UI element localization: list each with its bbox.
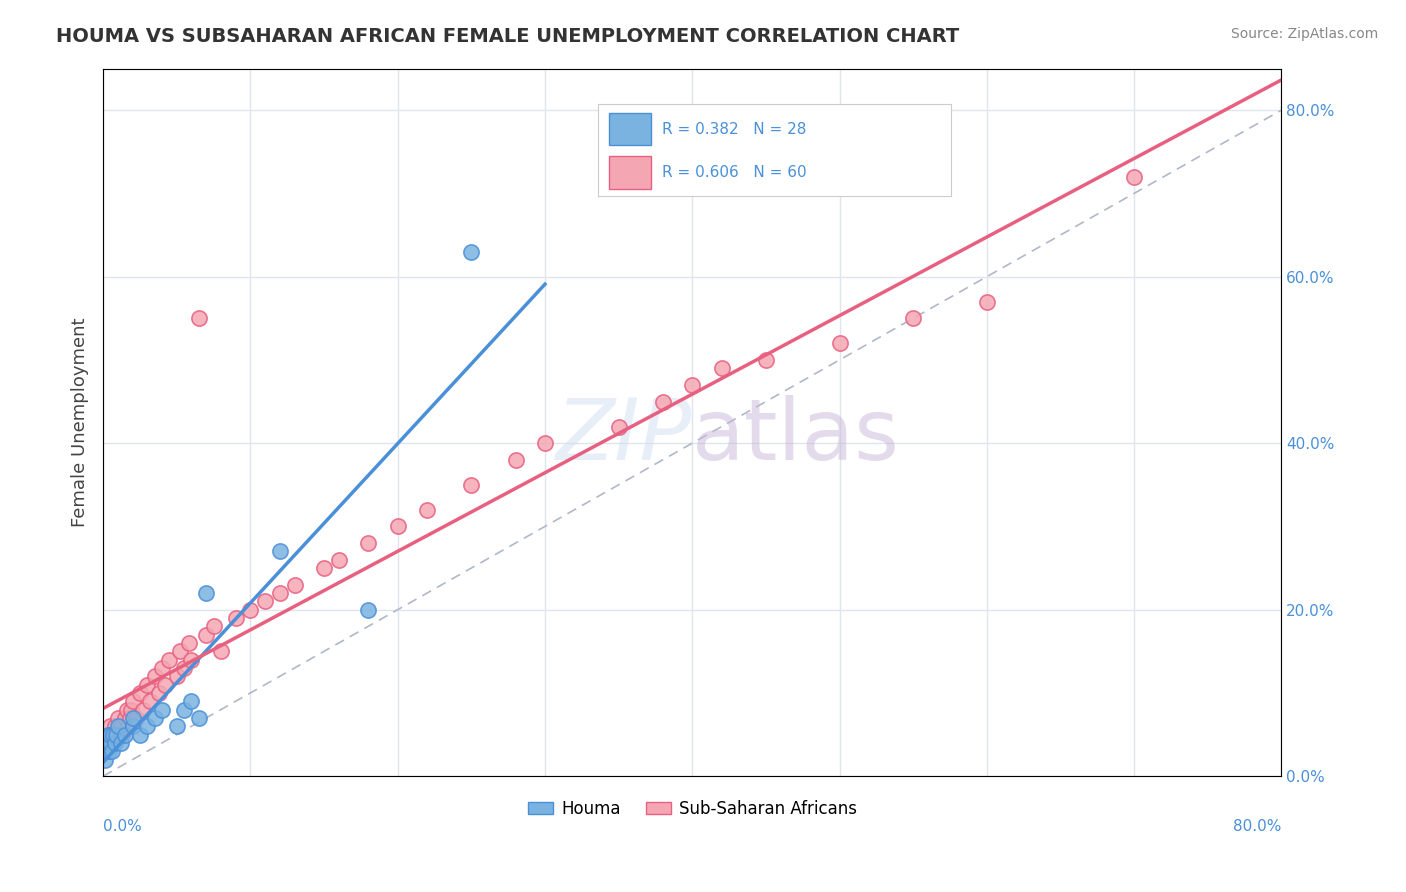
Point: [150, 702, 173, 716]
Point: [828, 336, 851, 351]
Point: [96, 736, 118, 750]
Point: [139, 694, 162, 708]
Point: [136, 719, 159, 733]
Point: [94, 744, 117, 758]
Point: [121, 711, 143, 725]
Point: [239, 602, 262, 616]
Point: [187, 711, 209, 725]
Point: [96, 727, 118, 741]
Y-axis label: Female Unemployment: Female Unemployment: [72, 318, 89, 527]
Point: [195, 627, 218, 641]
Point: [93, 753, 115, 767]
Point: [607, 419, 630, 434]
Point: [710, 361, 733, 376]
Text: Source: ZipAtlas.com: Source: ZipAtlas.com: [1230, 27, 1378, 41]
Point: [104, 736, 127, 750]
Point: [93, 736, 115, 750]
Point: [357, 602, 380, 616]
Point: [460, 477, 482, 491]
Point: [100, 719, 122, 733]
Point: [180, 694, 202, 708]
Point: [114, 711, 136, 725]
Point: [115, 702, 138, 716]
Text: atlas: atlas: [692, 395, 900, 478]
Point: [755, 352, 778, 367]
Point: [157, 652, 180, 666]
Point: [100, 736, 122, 750]
Point: [100, 727, 122, 741]
Point: [153, 677, 176, 691]
Point: [150, 661, 173, 675]
Point: [107, 719, 129, 733]
Point: [101, 744, 124, 758]
Point: [120, 702, 142, 716]
Point: [269, 544, 291, 558]
Point: [103, 727, 125, 741]
Point: [387, 519, 409, 533]
Point: [105, 727, 128, 741]
Point: [195, 586, 218, 600]
Point: [976, 294, 998, 309]
Point: [107, 711, 129, 725]
Legend: Houma, Sub-Saharan Africans: Houma, Sub-Saharan Africans: [522, 793, 863, 824]
Point: [681, 377, 703, 392]
Point: [180, 652, 202, 666]
Point: [284, 577, 307, 591]
Point: [104, 719, 127, 733]
Point: [1123, 169, 1146, 184]
Point: [101, 736, 124, 750]
Point: [136, 677, 159, 691]
Point: [129, 686, 152, 700]
Point: [173, 661, 195, 675]
Text: HOUMA VS SUBSAHARAN AFRICAN FEMALE UNEMPLOYMENT CORRELATION CHART: HOUMA VS SUBSAHARAN AFRICAN FEMALE UNEMP…: [56, 27, 959, 45]
Point: [357, 536, 380, 550]
Point: [505, 452, 527, 467]
Point: [132, 702, 155, 716]
Point: [94, 744, 117, 758]
Point: [187, 311, 209, 326]
Point: [143, 711, 166, 725]
Point: [96, 727, 118, 741]
Point: [129, 727, 152, 741]
Point: [202, 619, 225, 633]
Point: [651, 394, 673, 409]
Point: [121, 719, 143, 733]
Point: [100, 727, 122, 741]
Point: [166, 719, 188, 733]
Point: [98, 744, 121, 758]
Point: [110, 719, 132, 733]
Point: [169, 644, 191, 658]
Point: [166, 669, 188, 683]
Point: [121, 694, 143, 708]
Point: [173, 702, 195, 716]
Point: [901, 311, 924, 326]
Point: [254, 594, 277, 608]
Text: ZIP: ZIP: [555, 395, 692, 478]
Text: 80.0%: 80.0%: [1233, 819, 1281, 834]
Point: [103, 727, 125, 741]
Point: [209, 644, 232, 658]
Point: [269, 586, 291, 600]
Point: [118, 711, 141, 725]
Point: [225, 611, 247, 625]
Point: [117, 719, 139, 733]
Point: [111, 727, 134, 741]
Point: [105, 727, 128, 741]
Point: [460, 244, 482, 259]
Point: [328, 552, 350, 566]
Point: [312, 561, 335, 575]
Point: [98, 736, 121, 750]
Point: [416, 502, 439, 516]
Point: [114, 727, 136, 741]
Point: [177, 636, 200, 650]
Point: [124, 711, 146, 725]
Point: [148, 686, 170, 700]
Text: 0.0%: 0.0%: [103, 819, 142, 834]
Point: [143, 669, 166, 683]
Point: [534, 436, 557, 450]
Point: [110, 736, 132, 750]
